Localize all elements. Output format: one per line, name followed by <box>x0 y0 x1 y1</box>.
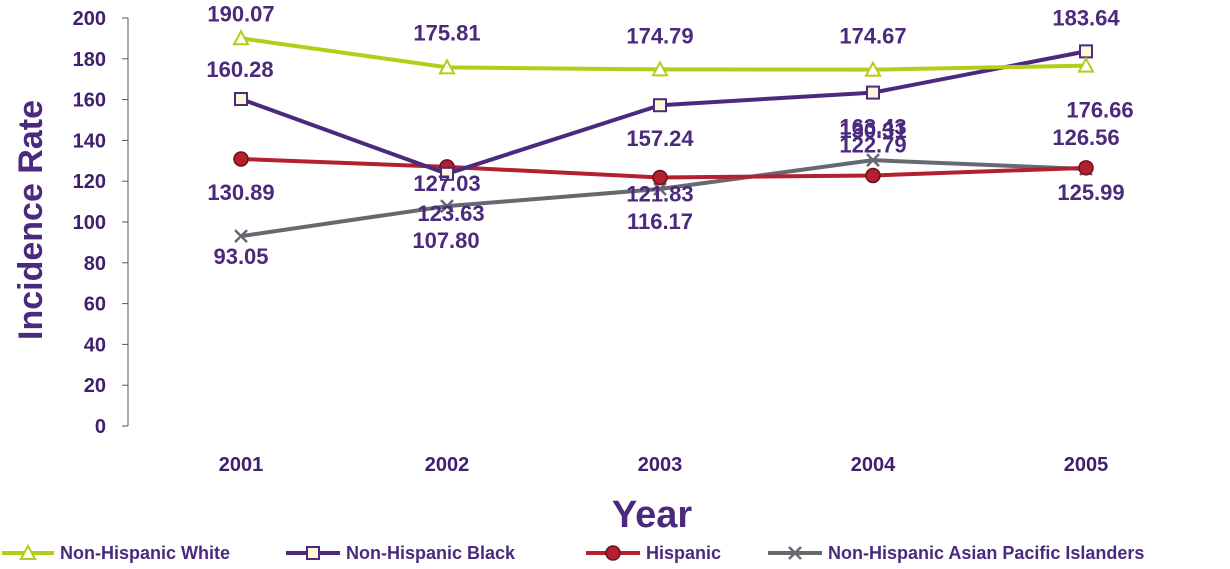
axes: 0 20 40 60 80 100 120 140 160 180 200 2001 2002 2003 2… <box>12 8 1108 536</box>
data-point-marker <box>440 199 454 213</box>
y-tick-label: 20 <box>84 375 106 397</box>
legend-swatch-marker <box>605 545 621 561</box>
legend-label: Hispanic <box>646 543 721 563</box>
data-point-marker <box>653 98 667 113</box>
data-label: 130.31 <box>839 118 906 143</box>
y-axis-title: Incidence Rate <box>12 100 50 340</box>
data-label: 163.43 <box>839 115 906 140</box>
y-tick-label: 80 <box>84 253 106 275</box>
data-label: 122.79 <box>839 133 906 158</box>
data-label: 157.24 <box>626 126 694 151</box>
legend-item: Hispanic <box>586 543 721 563</box>
y-tick-label: 40 <box>84 334 106 356</box>
data-label: 116.17 <box>627 209 693 234</box>
data-label: 174.67 <box>839 24 906 49</box>
data-point-marker <box>865 167 881 184</box>
data-label: 130.89 <box>207 180 274 205</box>
data-labels: 190.07 175.81 174.79 174.67 176.66 160.28 123.… <box>206 1 1133 269</box>
legend-item: Non-Hispanic White <box>2 543 230 563</box>
data-label: 93.05 <box>213 244 268 269</box>
y-tick-label: 120 <box>73 171 106 193</box>
data-point-marker <box>653 182 667 196</box>
series-non-hispanic-white <box>232 29 1095 77</box>
data-point-marker <box>233 151 249 167</box>
y-tick-label: 180 <box>73 49 106 71</box>
data-label: 174.79 <box>626 23 693 48</box>
data-label: 107.80 <box>412 228 479 253</box>
data-point-marker <box>651 60 669 77</box>
legend-swatch-marker <box>306 546 320 560</box>
x-tick-label: 2001 <box>219 454 264 476</box>
data-label: 121.83 <box>626 181 693 206</box>
y-tick-label: 0 <box>95 416 106 438</box>
legend-swatch-marker <box>19 543 37 560</box>
series-hispanic <box>233 151 1094 186</box>
data-point-marker <box>234 229 248 244</box>
data-label: 175.81 <box>413 20 480 45</box>
data-label: 127.03 <box>413 171 480 196</box>
data-point-marker <box>652 169 668 186</box>
data-point-marker <box>1077 56 1095 73</box>
data-point-marker <box>866 85 880 100</box>
data-label: 126.56 <box>1052 125 1119 150</box>
series-non-hispanic-black <box>234 44 1093 181</box>
data-point-marker <box>866 153 880 168</box>
legend-item: Non-Hispanic Black <box>286 543 516 563</box>
series-lines <box>232 29 1095 244</box>
x-tick-label: 2002 <box>425 454 470 476</box>
data-label: 190.07 <box>207 1 274 26</box>
y-tick-label: 160 <box>73 90 106 112</box>
data-point-marker <box>440 166 454 181</box>
data-point-marker <box>1079 44 1093 59</box>
data-label: 123.63 <box>417 201 484 226</box>
x-tick-label: 2005 <box>1064 454 1109 476</box>
x-tick-label: 2004 <box>851 454 896 476</box>
legend-label: Non-Hispanic White <box>60 543 230 563</box>
legend-label: Non-Hispanic Asian Pacific Islanders <box>828 543 1144 563</box>
y-tick-label: 60 <box>84 294 106 316</box>
legend: Non-Hispanic White Non-Hispanic Black Hisp… <box>2 543 1144 563</box>
legend-swatch-marker <box>788 546 802 560</box>
data-point-marker <box>232 29 250 46</box>
data-label: 176.66 <box>1066 98 1133 123</box>
legend-item: Non-Hispanic Asian Pacific Islanders <box>768 543 1144 563</box>
data-label: 183.64 <box>1052 5 1120 30</box>
legend-label: Non-Hispanic Black <box>346 543 516 563</box>
data-point-marker <box>864 60 882 77</box>
x-tick-label: 2003 <box>638 454 683 476</box>
data-point-marker <box>1078 160 1094 176</box>
y-tick-label: 140 <box>73 130 106 152</box>
data-point-marker <box>234 92 248 107</box>
y-tick-label: 100 <box>73 212 106 234</box>
data-label: 125.99 <box>1057 180 1124 205</box>
y-tick-label: 200 <box>73 8 106 30</box>
data-label: 160.28 <box>206 57 273 82</box>
x-axis-title: Year <box>612 494 693 536</box>
data-point-marker <box>438 58 456 75</box>
